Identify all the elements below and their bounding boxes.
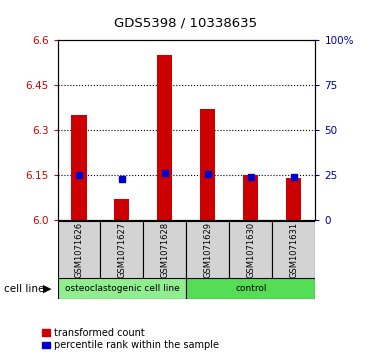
Text: GSM1071630: GSM1071630 (246, 221, 255, 278)
Text: GSM1071631: GSM1071631 (289, 221, 298, 278)
Bar (114, 199, 129, 220)
Text: GSM1071627: GSM1071627 (118, 221, 127, 278)
Text: GSM1071629: GSM1071629 (203, 221, 213, 278)
Bar (229, 221, 272, 278)
Text: ▶: ▶ (43, 284, 51, 294)
Text: control: control (235, 285, 267, 293)
Bar (272, 221, 315, 278)
Bar (187, 278, 315, 299)
Bar (58, 278, 187, 299)
Text: osteoclastogenic cell line: osteoclastogenic cell line (65, 285, 179, 293)
Bar (58, 221, 101, 278)
Bar (286, 178, 301, 220)
Bar (187, 221, 229, 278)
Text: GSM1071628: GSM1071628 (160, 221, 170, 278)
Bar (157, 55, 173, 220)
Text: GSM1071626: GSM1071626 (75, 221, 83, 278)
Text: GDS5398 / 10338635: GDS5398 / 10338635 (114, 16, 257, 29)
Bar (101, 221, 144, 278)
Bar (144, 221, 186, 278)
Legend: transformed count, percentile rank within the sample: transformed count, percentile rank withi… (42, 328, 219, 350)
Bar (72, 115, 86, 220)
Text: cell line: cell line (4, 284, 44, 294)
Bar (243, 175, 259, 220)
Bar (200, 109, 216, 220)
